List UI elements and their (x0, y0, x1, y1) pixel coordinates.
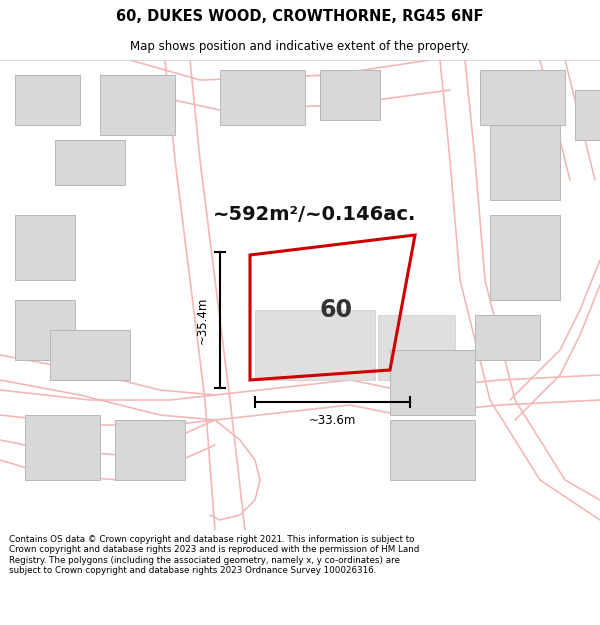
Polygon shape (575, 90, 600, 140)
Polygon shape (50, 330, 130, 380)
Polygon shape (15, 75, 80, 125)
Polygon shape (378, 315, 455, 380)
Polygon shape (115, 420, 185, 480)
Text: ~592m²/~0.146ac.: ~592m²/~0.146ac. (214, 206, 416, 224)
Text: ~33.6m: ~33.6m (309, 414, 356, 426)
Polygon shape (475, 315, 540, 360)
Polygon shape (490, 215, 560, 300)
Text: ~35.4m: ~35.4m (196, 296, 209, 344)
Polygon shape (100, 75, 175, 135)
Polygon shape (255, 310, 375, 380)
Polygon shape (490, 125, 560, 200)
Polygon shape (390, 350, 475, 415)
Polygon shape (220, 70, 305, 125)
Polygon shape (15, 300, 75, 360)
Text: 60, DUKES WOOD, CROWTHORNE, RG45 6NF: 60, DUKES WOOD, CROWTHORNE, RG45 6NF (116, 9, 484, 24)
Polygon shape (55, 140, 125, 185)
Polygon shape (390, 420, 475, 480)
Polygon shape (15, 215, 75, 280)
Text: 60: 60 (320, 298, 353, 322)
Text: Map shows position and indicative extent of the property.: Map shows position and indicative extent… (130, 40, 470, 53)
Polygon shape (25, 415, 100, 480)
Polygon shape (320, 70, 380, 120)
Text: Contains OS data © Crown copyright and database right 2021. This information is : Contains OS data © Crown copyright and d… (9, 535, 419, 575)
Polygon shape (480, 70, 565, 125)
